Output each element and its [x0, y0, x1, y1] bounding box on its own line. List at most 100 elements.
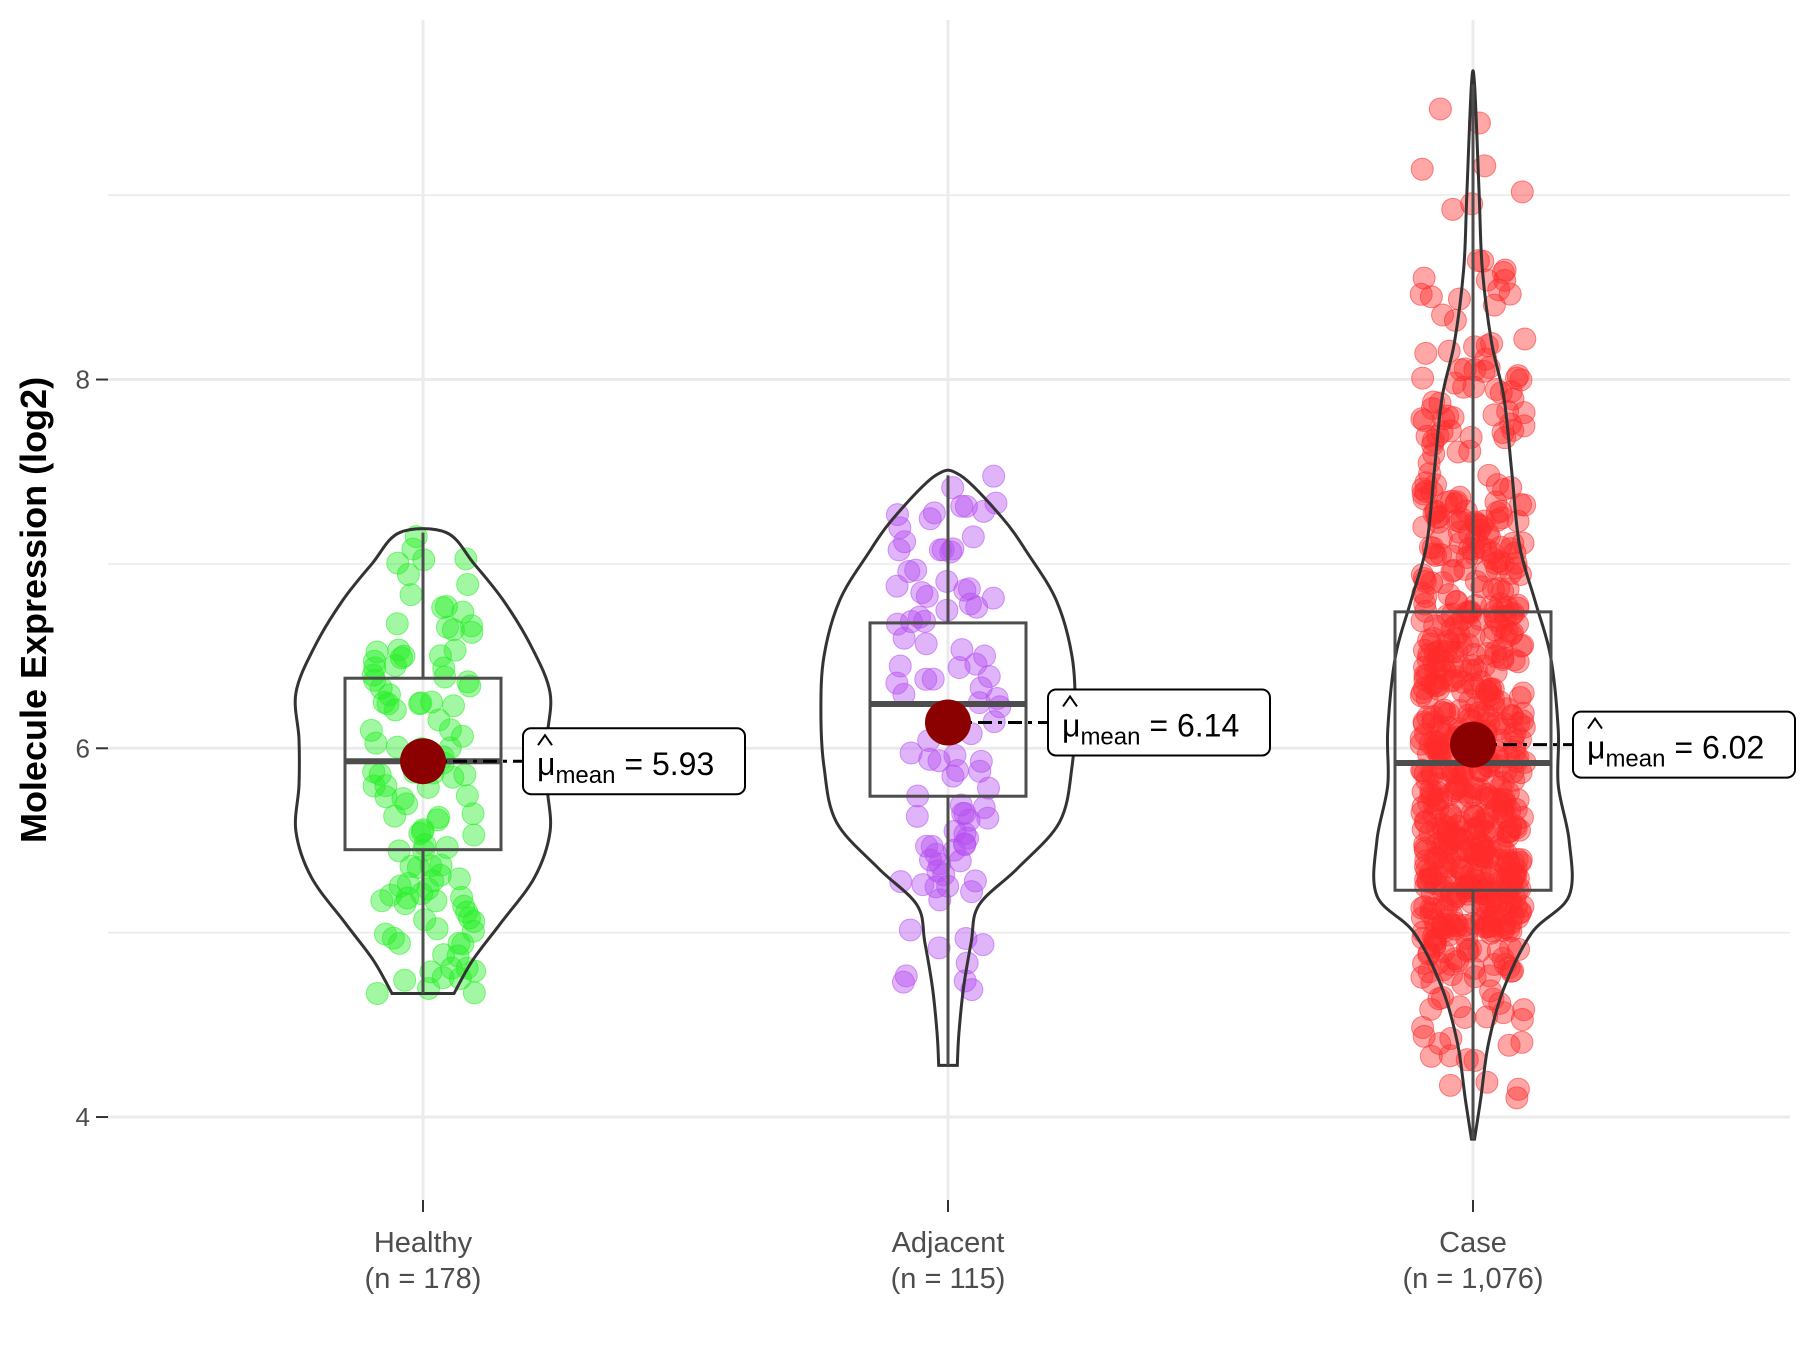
mean-marker: [1450, 721, 1496, 768]
violin-outline: [1372, 69, 1574, 1141]
data-point: [411, 818, 435, 842]
data-point: [1495, 595, 1519, 619]
data-point: [1463, 358, 1487, 382]
data-point: [385, 612, 409, 636]
data-point: [376, 692, 400, 716]
y-tick-label: 6: [76, 733, 90, 763]
annotations: μmean = 5.93 μmean = 6.14 μmean = 6.02: [522, 688, 1796, 796]
mean-label-box: [1572, 710, 1796, 779]
data-point: [1499, 380, 1523, 404]
data-point: [1467, 815, 1491, 839]
data-point: [1446, 440, 1470, 464]
data-point: [1484, 644, 1508, 668]
data-point: [446, 944, 470, 968]
y-axis-title: Molecule Expression (log2): [13, 377, 54, 843]
data-point: [1440, 617, 1464, 641]
data-point: [1423, 614, 1447, 638]
data-point: [429, 853, 453, 877]
data-point: [1428, 772, 1452, 796]
data-point: [388, 874, 412, 898]
data-point: [381, 926, 405, 950]
plot-area: [293, 69, 1574, 1141]
data-point: [1475, 804, 1499, 828]
data-point: [368, 762, 392, 786]
data-point: [897, 560, 921, 584]
data-point: [462, 981, 486, 1005]
data-point: [1460, 672, 1484, 696]
data-point: [1504, 797, 1528, 821]
data-point: [1496, 881, 1520, 905]
data-point: [1475, 680, 1499, 704]
data-point: [1431, 649, 1455, 673]
data-point: [416, 877, 440, 901]
data-point: [973, 644, 997, 668]
data-point: [364, 731, 388, 755]
data-point: [1463, 1048, 1487, 1072]
data-point: [447, 867, 471, 891]
data-point: [383, 698, 407, 722]
data-point: [419, 854, 443, 878]
data-point: [927, 936, 951, 960]
data-point: [1512, 998, 1536, 1022]
data-point: [458, 674, 482, 698]
data-point: [462, 909, 486, 933]
data-point: [905, 804, 929, 828]
data-point: [1440, 903, 1464, 927]
data-point: [927, 749, 951, 773]
data-point: [462, 823, 486, 847]
data-point: [960, 880, 984, 904]
data-point: [888, 654, 912, 678]
data-point: [950, 638, 974, 662]
data-point: [1513, 327, 1537, 351]
data-point: [361, 663, 385, 687]
data-point: [460, 614, 484, 638]
data-point: [1504, 556, 1528, 580]
data-point: [393, 968, 417, 992]
mean-label-text: μmean = 6.14: [1062, 707, 1239, 750]
data-point: [894, 964, 918, 988]
data-point: [383, 804, 407, 828]
data-point: [887, 538, 911, 562]
mean-label-text: μmean = 5.93: [537, 746, 714, 789]
data-point: [1458, 522, 1482, 546]
data-point: [1413, 592, 1437, 616]
data-point: [1506, 1077, 1530, 1101]
data-point: [1458, 439, 1482, 463]
data-point: [1490, 615, 1514, 639]
data-point: [1449, 655, 1473, 679]
data-point: [920, 834, 944, 858]
data-point: [1422, 542, 1446, 566]
category-healthy: [293, 525, 553, 1005]
mean-label-adjacent: μmean = 6.14: [1047, 688, 1271, 757]
y-tick-label: 8: [76, 365, 90, 395]
data-point: [365, 981, 389, 1005]
violin-outline: [819, 468, 1077, 1067]
data-point: [377, 683, 401, 707]
data-point: [1453, 1006, 1477, 1030]
data-point: [947, 656, 971, 680]
data-point: [419, 960, 443, 984]
data-point: [1482, 769, 1506, 793]
data-point: [435, 835, 459, 859]
data-point: [892, 626, 916, 650]
data-point: [1494, 855, 1518, 879]
data-point: [1502, 851, 1526, 875]
data-point: [1429, 787, 1453, 811]
hat-symbol: [1587, 716, 1603, 730]
data-point: [401, 537, 425, 561]
data-point: [1436, 629, 1460, 653]
data-point: [1419, 285, 1443, 309]
data-point: [1511, 681, 1535, 705]
data-point: [1468, 778, 1492, 802]
data-point: [914, 632, 938, 656]
data-point: [1490, 637, 1514, 661]
violin-outline: [293, 527, 553, 995]
data-point: [1493, 258, 1517, 282]
hat-symbol: [1062, 694, 1078, 708]
data-point: [1461, 837, 1485, 861]
data-point: [1482, 293, 1506, 317]
data-point: [1448, 485, 1472, 509]
data-point: [1441, 197, 1465, 221]
data-point: [442, 694, 466, 718]
data-point: [918, 747, 942, 771]
